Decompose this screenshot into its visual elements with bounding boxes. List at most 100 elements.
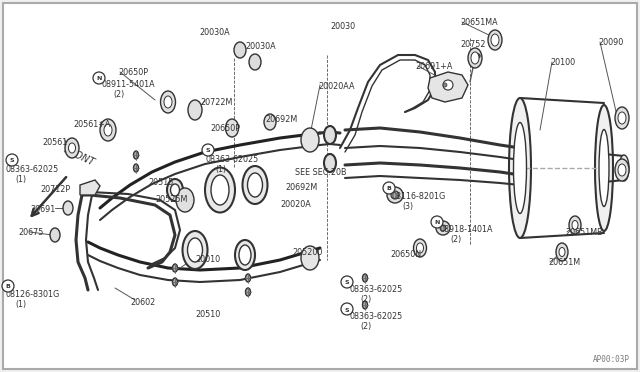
- Text: AP00:03P: AP00:03P: [593, 355, 630, 364]
- Text: 08911-5401A: 08911-5401A: [102, 80, 156, 89]
- Text: 20651M: 20651M: [548, 258, 580, 267]
- Text: B: B: [387, 186, 392, 192]
- Text: 20602: 20602: [130, 298, 156, 307]
- Circle shape: [436, 221, 450, 235]
- Ellipse shape: [188, 100, 202, 120]
- Ellipse shape: [324, 126, 336, 144]
- Text: (2): (2): [360, 295, 371, 304]
- Text: 20020A: 20020A: [280, 200, 311, 209]
- Circle shape: [431, 216, 443, 228]
- Ellipse shape: [182, 231, 207, 269]
- Circle shape: [443, 83, 447, 87]
- Text: 20030A: 20030A: [245, 42, 276, 51]
- Ellipse shape: [413, 239, 426, 257]
- Circle shape: [440, 225, 446, 231]
- Ellipse shape: [167, 179, 183, 201]
- Ellipse shape: [68, 143, 76, 153]
- Ellipse shape: [246, 288, 250, 296]
- Text: 20651MB: 20651MB: [565, 228, 603, 237]
- Ellipse shape: [468, 48, 482, 68]
- Ellipse shape: [243, 166, 268, 204]
- Text: 205200: 205200: [292, 248, 323, 257]
- Ellipse shape: [556, 243, 568, 261]
- Polygon shape: [80, 180, 100, 195]
- Ellipse shape: [491, 34, 499, 46]
- Circle shape: [391, 191, 399, 199]
- Circle shape: [202, 144, 214, 156]
- Text: 20692M: 20692M: [265, 115, 297, 124]
- Ellipse shape: [362, 301, 367, 309]
- Ellipse shape: [619, 155, 629, 181]
- Ellipse shape: [225, 119, 239, 137]
- Ellipse shape: [615, 159, 629, 181]
- Text: 08126-8301G: 08126-8301G: [5, 290, 60, 299]
- Ellipse shape: [471, 52, 479, 64]
- Text: SEE SEC.20B: SEE SEC.20B: [295, 168, 346, 177]
- Ellipse shape: [472, 54, 480, 58]
- Text: 20650P: 20650P: [118, 68, 148, 77]
- Ellipse shape: [205, 167, 235, 212]
- Ellipse shape: [239, 245, 251, 265]
- Circle shape: [2, 280, 14, 292]
- Text: 20675: 20675: [18, 228, 44, 237]
- Ellipse shape: [595, 105, 613, 231]
- Ellipse shape: [599, 129, 609, 206]
- Circle shape: [383, 182, 395, 194]
- Text: 20692M: 20692M: [285, 183, 317, 192]
- Text: (1): (1): [15, 300, 26, 309]
- Ellipse shape: [134, 151, 138, 159]
- Ellipse shape: [615, 107, 629, 129]
- Ellipse shape: [324, 154, 336, 172]
- Ellipse shape: [301, 246, 319, 270]
- Ellipse shape: [134, 164, 138, 172]
- Text: 20030A: 20030A: [200, 28, 230, 37]
- Text: 20722M: 20722M: [200, 98, 232, 107]
- Text: (2): (2): [360, 322, 371, 331]
- Ellipse shape: [513, 122, 527, 214]
- Text: 20090: 20090: [598, 38, 623, 47]
- Text: 20752: 20752: [460, 40, 486, 49]
- Ellipse shape: [264, 114, 276, 130]
- Text: 20691+A: 20691+A: [415, 62, 452, 71]
- Ellipse shape: [161, 91, 175, 113]
- Ellipse shape: [246, 274, 250, 282]
- Ellipse shape: [249, 54, 261, 70]
- Ellipse shape: [618, 164, 626, 176]
- Circle shape: [341, 276, 353, 288]
- Ellipse shape: [362, 274, 367, 282]
- Ellipse shape: [488, 30, 502, 50]
- Ellipse shape: [559, 247, 565, 257]
- Ellipse shape: [248, 173, 262, 197]
- Ellipse shape: [509, 98, 531, 238]
- Text: 20030: 20030: [330, 22, 355, 31]
- Text: (2): (2): [113, 90, 124, 99]
- Text: 08363-62025: 08363-62025: [350, 285, 403, 294]
- Ellipse shape: [618, 112, 626, 124]
- Text: 20010: 20010: [195, 255, 220, 264]
- Ellipse shape: [50, 228, 60, 242]
- Text: N: N: [435, 221, 440, 225]
- Text: 20020AA: 20020AA: [318, 82, 355, 91]
- Ellipse shape: [173, 278, 177, 286]
- Ellipse shape: [417, 243, 424, 253]
- Text: S: S: [205, 148, 211, 154]
- Text: 20561+A: 20561+A: [73, 120, 110, 129]
- Text: S: S: [345, 308, 349, 312]
- Circle shape: [387, 187, 403, 203]
- Text: B: B: [6, 285, 10, 289]
- Ellipse shape: [235, 240, 255, 270]
- Ellipse shape: [301, 128, 319, 152]
- Text: 20100: 20100: [550, 58, 575, 67]
- Text: 08116-8201G: 08116-8201G: [392, 192, 446, 201]
- Text: 20510: 20510: [195, 310, 220, 319]
- Ellipse shape: [65, 138, 79, 158]
- Circle shape: [93, 72, 105, 84]
- Text: 08363-62025: 08363-62025: [350, 312, 403, 321]
- Text: (2): (2): [450, 235, 461, 244]
- Ellipse shape: [188, 238, 202, 262]
- Circle shape: [443, 80, 453, 90]
- Text: S: S: [10, 158, 14, 164]
- Ellipse shape: [164, 96, 172, 108]
- Text: (3): (3): [402, 202, 413, 211]
- Text: 20651MA: 20651MA: [460, 18, 498, 27]
